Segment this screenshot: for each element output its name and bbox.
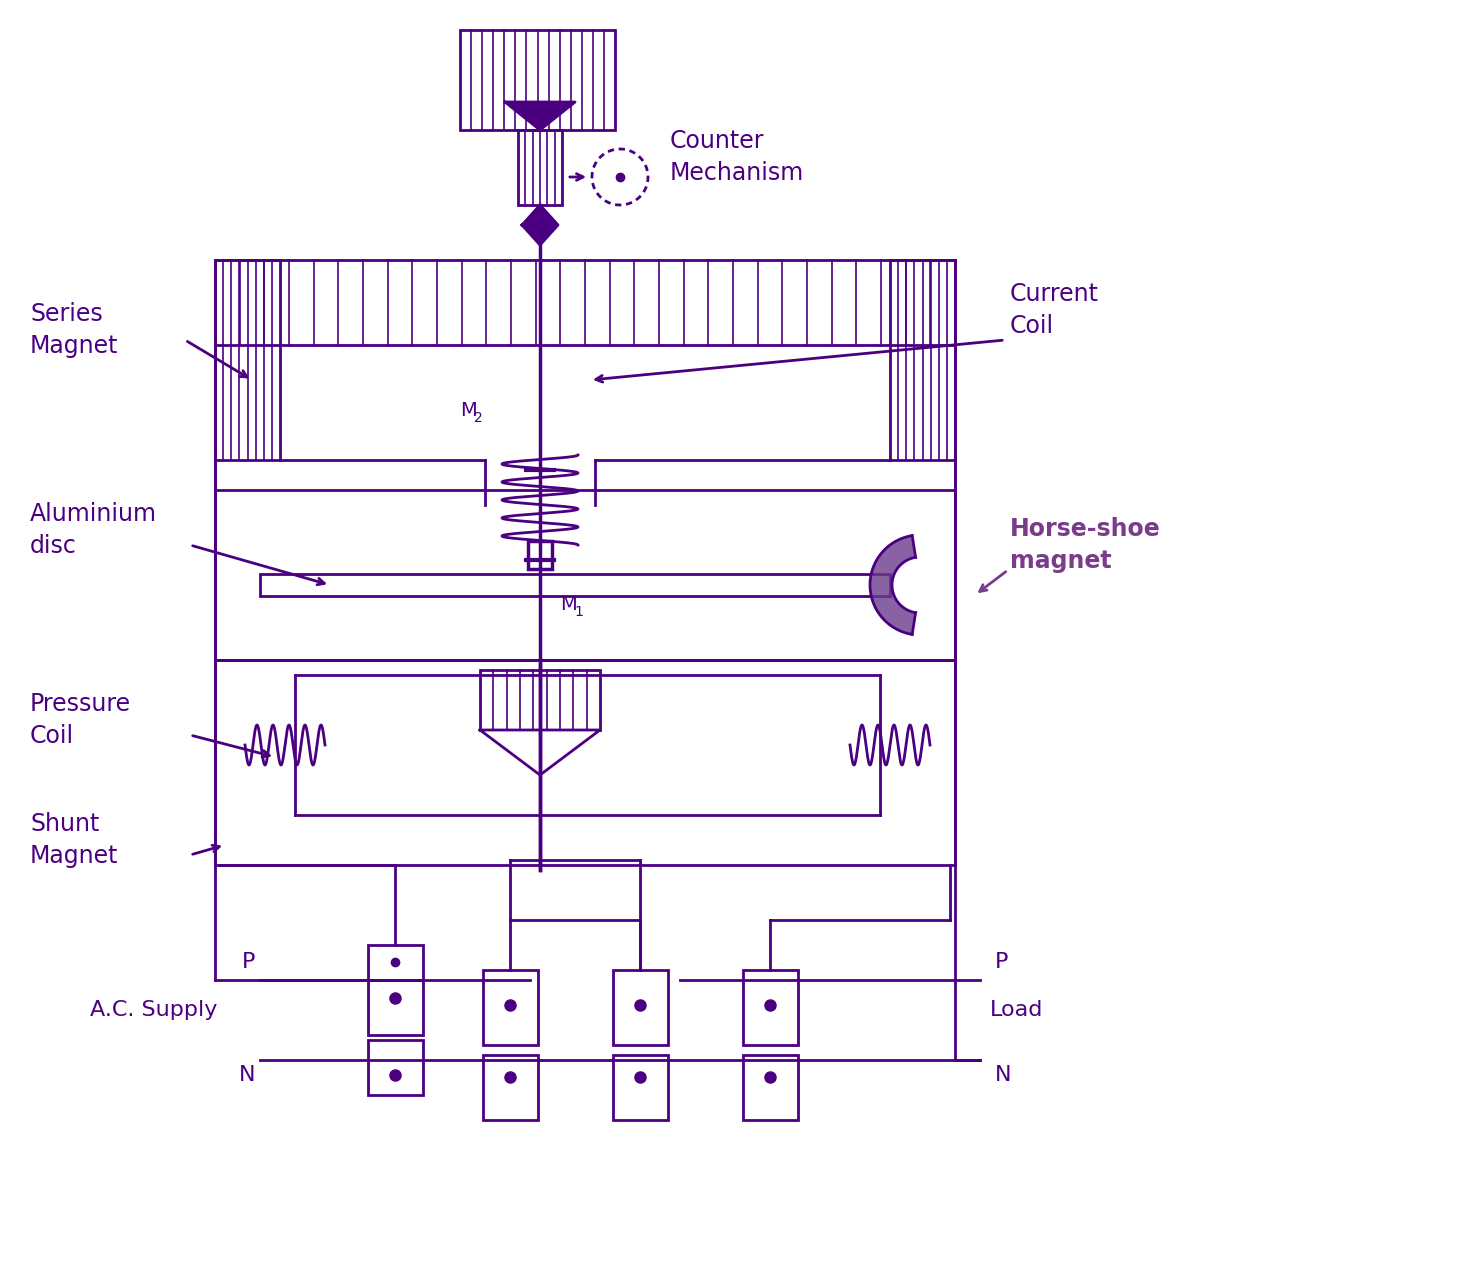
Bar [518,130,561,205]
Text: Series
Magnet: Series Magnet [30,303,118,358]
Bar [367,1039,424,1095]
Bar [613,1055,668,1120]
Bar [261,573,890,596]
Text: P: P [995,952,1009,972]
Text: Counter
Mechanism: Counter Mechanism [669,129,804,185]
Text: M: M [461,400,477,419]
Polygon shape [480,730,600,775]
Bar [480,670,600,730]
Text: A.C. Supply: A.C. Supply [90,1000,218,1020]
Text: N: N [995,1065,1012,1085]
Bar [743,970,798,1044]
Bar [529,541,552,568]
Text: Current
Coil: Current Coil [1010,282,1099,338]
Bar [613,970,668,1044]
Text: Aluminium
disc: Aluminium disc [30,503,157,558]
Bar [483,1055,538,1120]
Text: M: M [560,595,576,614]
Bar [367,980,424,1036]
Bar [215,260,280,460]
Text: Load: Load [989,1000,1044,1020]
Polygon shape [869,536,915,634]
Polygon shape [521,205,558,246]
Bar [367,944,424,980]
Bar [461,30,615,130]
Bar [483,970,538,1044]
Text: P: P [241,952,255,972]
Text: 1: 1 [575,605,584,619]
Text: N: N [238,1065,255,1085]
Bar [890,260,955,460]
Bar [215,260,955,346]
Polygon shape [505,103,575,130]
Text: 2: 2 [474,411,483,425]
Text: Pressure
Coil: Pressure Coil [30,693,132,748]
Bar [743,1055,798,1120]
Text: Shunt
Magnet: Shunt Magnet [30,813,118,867]
Text: Horse-shoe
magnet: Horse-shoe magnet [1010,518,1161,572]
